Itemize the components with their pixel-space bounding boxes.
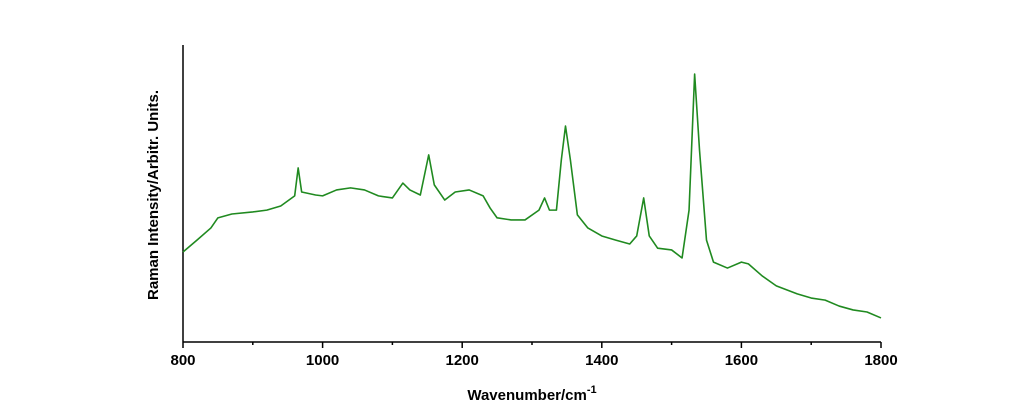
y-axis-title: Raman Intensity/Arbitr. Units. — [145, 90, 162, 300]
x-tick-label: 1000 — [306, 352, 339, 369]
spectrum-line — [182, 73, 882, 319]
x-axis-label-sup: -1 — [587, 384, 597, 396]
x-axis-title: Wavenumber/cm-1 — [467, 384, 596, 404]
x-tick-label: 1200 — [446, 352, 479, 369]
x-tick-label: 1800 — [864, 352, 897, 369]
x-axis-label: Wavenumber/cm — [467, 387, 586, 404]
x-tick-label: 1600 — [725, 352, 758, 369]
x-tick-label: 1400 — [585, 352, 618, 369]
x-tick-label: 800 — [170, 352, 195, 369]
